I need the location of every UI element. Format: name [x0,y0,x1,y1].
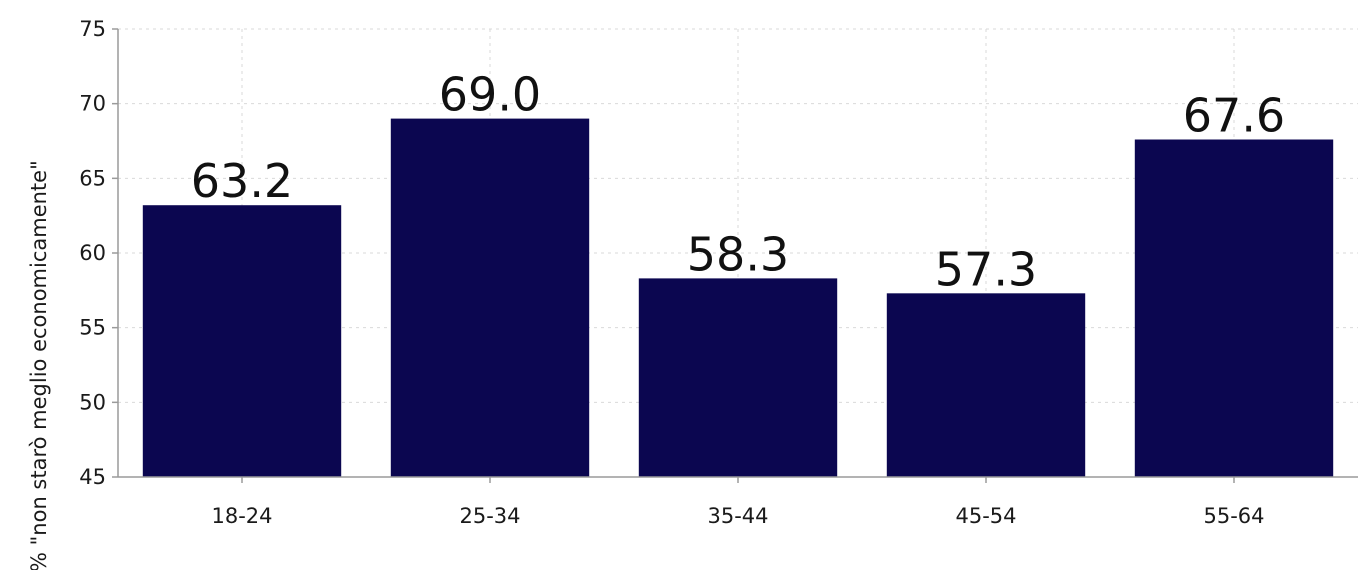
y-tick-label: 75 [79,17,106,41]
bar-value-label: 67.6 [1183,89,1285,143]
data-labels: 63.2 69.0 58.3 57.3 67.6 [191,68,1285,297]
x-tick-label: 45-54 [955,504,1016,528]
y-tick-label: 60 [79,241,106,265]
y-tick-label: 45 [79,465,106,489]
x-tick-label: 25-34 [459,504,520,528]
x-tick-label: 35-44 [707,504,768,528]
x-tick-label: 55-64 [1203,504,1264,528]
bars [142,118,1334,478]
bar [390,118,590,477]
bar-value-label: 69.0 [439,68,541,122]
bar [1134,139,1334,478]
x-tick-label: 18-24 [211,504,272,528]
y-tick-label: 50 [79,390,106,414]
axes: 45 50 55 60 65 70 75 18-24 25-34 35-44 45-54 55-64 [79,17,1358,528]
y-tick-label: 70 [79,92,106,116]
bar [142,205,342,478]
y-tick-label: 65 [79,166,106,190]
bar [886,293,1086,477]
y-tick-label: 55 [79,316,106,340]
bar [638,278,838,477]
bar-value-label: 57.3 [935,242,1037,296]
y-axis-title: % "non starò meglio economicamente" [27,160,51,570]
bar-value-label: 63.2 [191,154,293,208]
bar-value-label: 58.3 [687,227,789,281]
